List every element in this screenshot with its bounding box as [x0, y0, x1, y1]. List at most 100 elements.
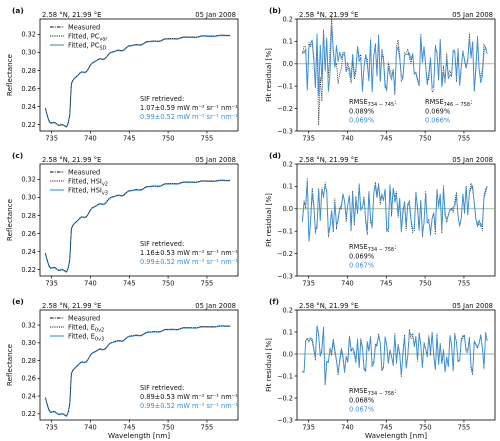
panel-date: 05 Jan 2008	[195, 302, 236, 310]
panel-date: 05 Jan 2008	[452, 11, 493, 19]
series-fitted-blue	[44, 179, 231, 273]
legend-entry-main: Fitted, PC	[68, 41, 100, 49]
x-tick-label: 740	[341, 135, 354, 143]
y-tick-label: 0.30	[21, 339, 36, 347]
plot-frame	[39, 309, 239, 421]
x-tick-label: 750	[162, 280, 175, 288]
y-tick-label: 0.32	[21, 176, 36, 184]
panel-location: 2.58 °N, 21.99 °E	[42, 11, 101, 19]
x-axis-label: Wavelength [nm]	[365, 431, 427, 440]
y-tick-label: 0.24	[21, 392, 36, 400]
y-axis-label: Fit residual [%]	[264, 193, 273, 247]
y-axis-label: Reflectance	[5, 343, 14, 386]
y-tick-label: 0.22	[21, 410, 36, 418]
y-tick-label: 0.2	[283, 160, 294, 168]
y-tick-label: −0.1	[277, 372, 293, 380]
x-tick-label: 750	[419, 280, 432, 288]
sif-value-black: 0.89±0.53 mW m⁻² sr⁻¹ nm⁻¹	[140, 393, 238, 401]
rmse-label-colon: :	[394, 98, 396, 106]
y-tick-label: 0.24	[21, 248, 36, 256]
rmse-label-sub: 746 − 758	[444, 102, 470, 108]
plot-frame	[296, 309, 496, 421]
x-tick-label: 755	[201, 424, 214, 432]
y-tick-label: −0.3	[277, 127, 293, 135]
panel-0: (a) 2.58 °N, 21.99 °E 05 Jan 2008 735 740 745…	[5, 6, 239, 143]
y-tick-label: 0.30	[21, 49, 36, 57]
rmse-label: RMSE734 − 758:	[349, 243, 396, 253]
x-tick-label: 745	[380, 135, 393, 143]
rmse-label-colon: :	[394, 387, 396, 395]
panel-label: (f)	[269, 297, 279, 306]
series-measured	[45, 179, 231, 272]
rmse-backdrop	[348, 242, 402, 268]
panel-label: (b)	[269, 6, 281, 15]
panel-2: (c) 2.58 °N, 21.99 °E 05 Jan 2008 735 740 745…	[5, 151, 239, 288]
panel-label: (e)	[12, 297, 24, 306]
panel-location: 2.58 °N, 21.99 °E	[299, 11, 358, 19]
rmse-backdrop	[348, 97, 402, 123]
y-tick-label: 0.32	[21, 321, 36, 329]
legend-entry-sub: 0v3	[95, 336, 104, 342]
series-measured	[45, 325, 231, 417]
series-fitted-blue	[44, 325, 231, 417]
panel-location: 2.58 °N, 21.99 °E	[299, 302, 358, 310]
residual-blue	[302, 325, 488, 385]
legend-entry-sub: var	[99, 36, 108, 42]
legend-entry-main: Fitted, E	[68, 323, 95, 331]
x-tick-label: 755	[458, 135, 471, 143]
legend-entry-main: Measured	[68, 314, 100, 322]
panel-location: 2.58 °N, 21.99 °E	[42, 156, 101, 164]
x-tick-label: 745	[380, 424, 393, 432]
panel-1: (b) 2.58 °N, 21.99 °E 05 Jan 2008 735 740 745…	[264, 6, 496, 143]
y-tick-label: 0.30	[21, 194, 36, 202]
rmse-value-black: 0.069%	[349, 253, 374, 261]
y-tick-label: 0.28	[21, 212, 36, 220]
series-measured	[45, 34, 231, 127]
x-tick-label: 750	[419, 135, 432, 143]
rmse-label-colon: :	[394, 243, 396, 251]
sif-title: SIF retrieved:	[140, 384, 184, 392]
sif-value-blue: 0.99±0.52 mW m⁻² sr⁻¹ nm⁻¹	[140, 402, 238, 410]
panel-location: 2.58 °N, 21.99 °E	[299, 156, 358, 164]
x-tick-label: 735	[45, 280, 58, 288]
panel-date: 05 Jan 2008	[195, 11, 236, 19]
panel-3: (d) 2.58 °N, 21.99 °E 05 Jan 2008 735 740 745…	[264, 151, 496, 288]
plot-frame	[296, 163, 496, 277]
legend-entry-sub: SD	[99, 45, 106, 51]
y-tick-label: −0.1	[277, 83, 293, 91]
residual-black	[302, 325, 488, 386]
x-tick-label: 745	[123, 135, 136, 143]
residual-blue	[302, 25, 488, 96]
rmse-label-sub: 734 − 758	[368, 391, 394, 397]
legend-entry: Measured	[68, 314, 100, 322]
legend-entry: Fitted, HSIv2	[68, 177, 108, 187]
y-tick-label: 0.28	[21, 67, 36, 75]
rmse-label-colon: :	[470, 98, 472, 106]
y-tick-label: 0.32	[21, 31, 36, 39]
y-tick-label: 0.24	[21, 103, 36, 111]
sif-value-blue: 0.99±0.52 mW m⁻² sr⁻¹ nm⁻¹	[140, 113, 238, 121]
sif-value-blue: 0.99±0.52 mW m⁻² sr⁻¹ nm⁻¹	[140, 258, 238, 266]
legend-entry-main: Fitted, HSI	[68, 177, 102, 185]
rmse-value-black: 0.068%	[349, 397, 374, 405]
legend-entry: Measured	[68, 168, 100, 176]
y-tick-label: 0.26	[21, 85, 36, 93]
x-tick-label: 735	[45, 135, 58, 143]
rmse-label-main: RMSE	[349, 243, 368, 251]
rmse-value-blue: 0.066%	[425, 117, 450, 125]
plot-frame	[39, 18, 239, 132]
x-tick-label: 740	[341, 280, 354, 288]
x-tick-label: 750	[419, 424, 432, 432]
y-tick-label: 0.0	[283, 60, 294, 68]
x-tick-label: 735	[302, 424, 315, 432]
rmse-backdrop	[424, 97, 478, 123]
y-tick-label: −0.3	[277, 272, 293, 280]
y-tick-label: 0.22	[21, 121, 36, 129]
legend-entry: Fitted, E0v3	[68, 332, 104, 342]
legend-entry: Fitted, PCSD	[68, 41, 107, 51]
residual-blue	[301, 180, 488, 242]
y-tick-label: 0.26	[21, 375, 36, 383]
x-tick-label: 755	[201, 280, 214, 288]
y-tick-label: 0.28	[21, 357, 36, 365]
